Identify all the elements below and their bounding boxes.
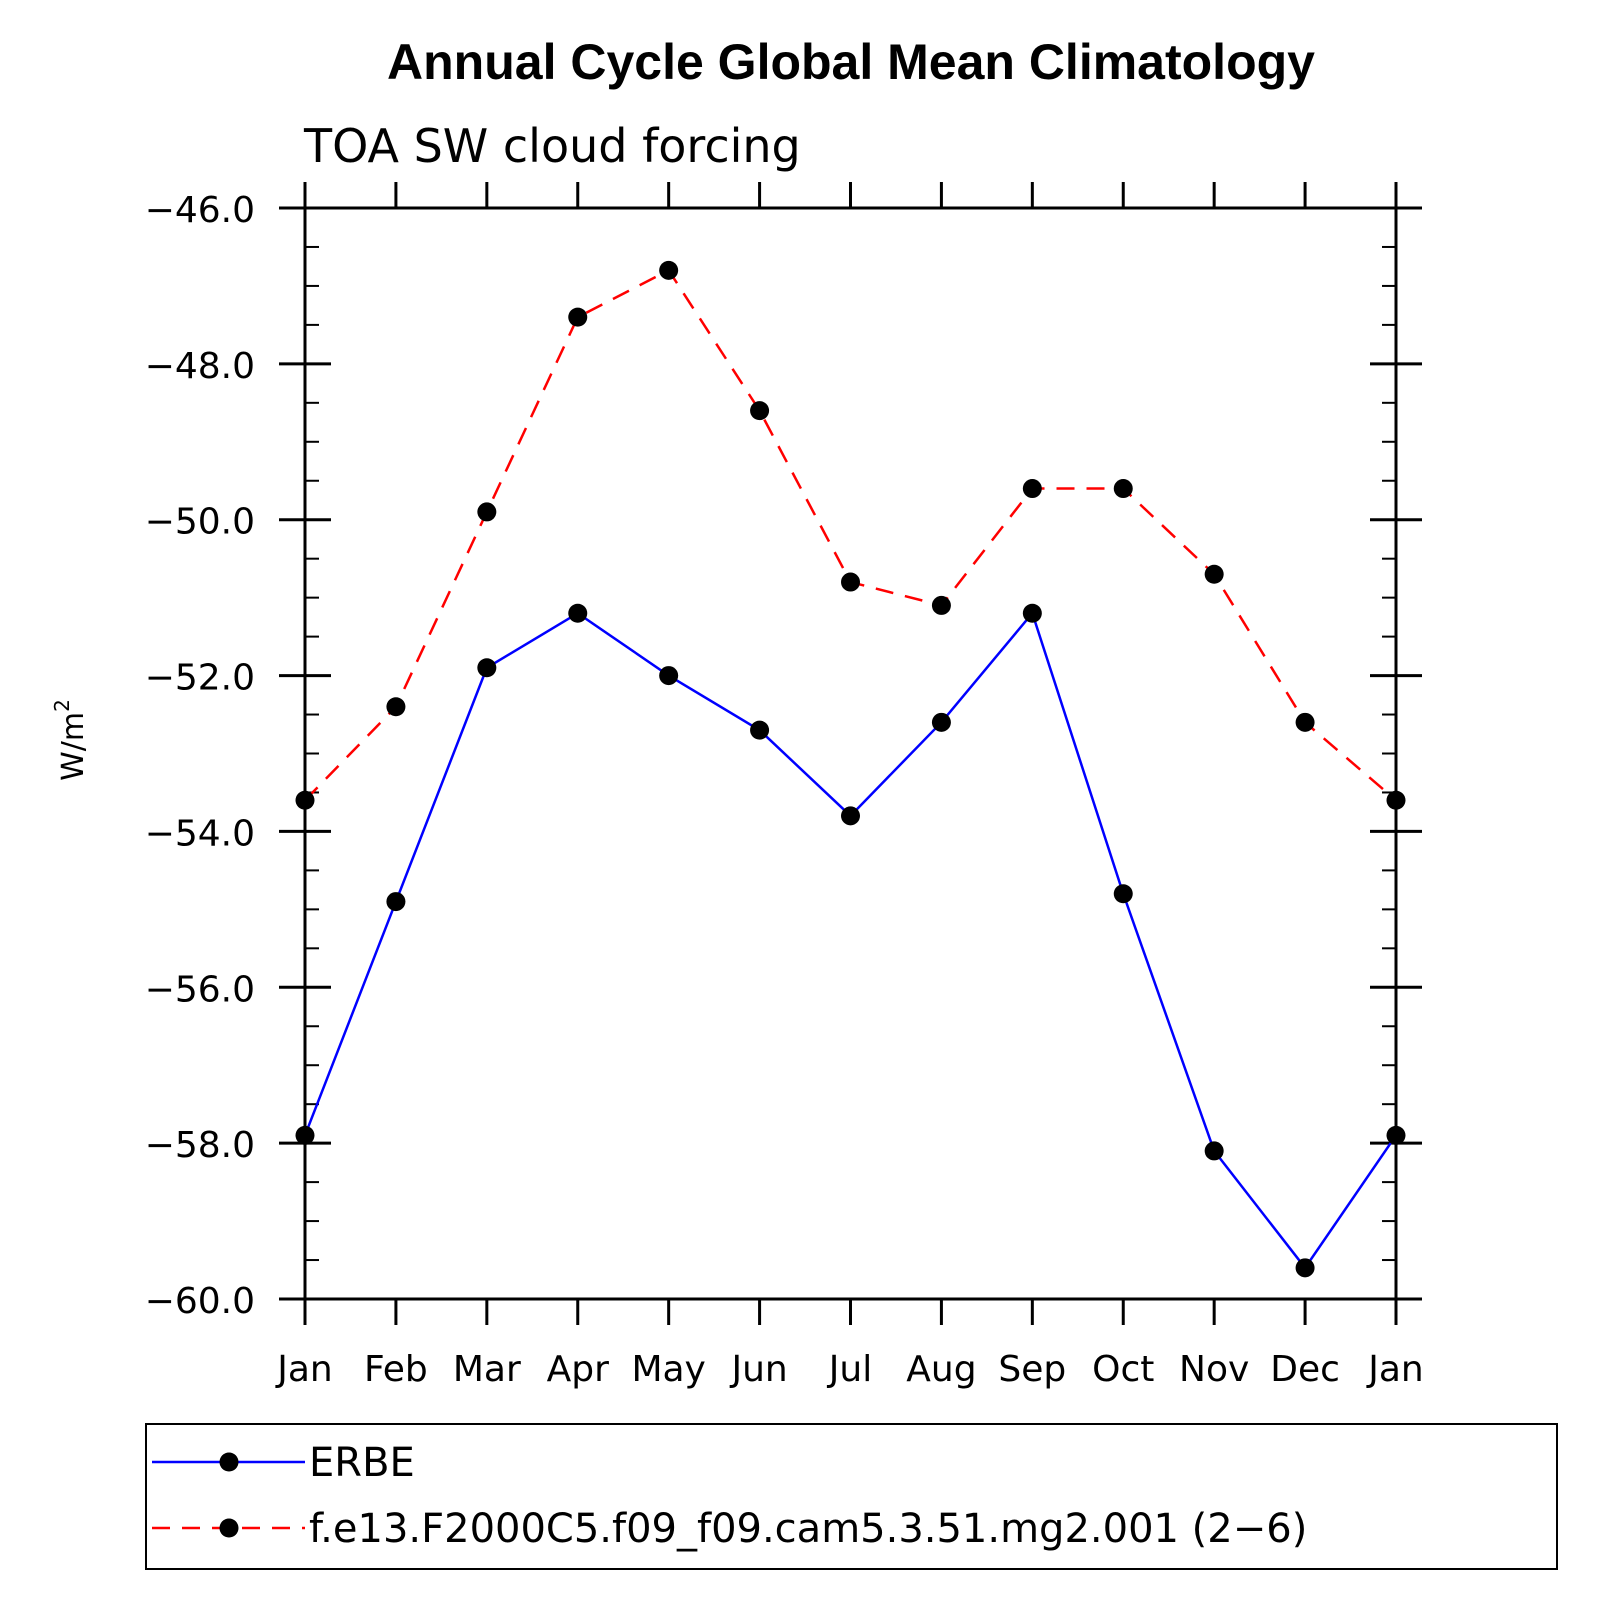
series-line	[304, 268, 1397, 802]
y-tick-label: −50.0	[145, 502, 255, 543]
x-tick-label: Jan	[275, 1349, 333, 1390]
data-point	[1022, 479, 1042, 499]
x-tick-label: Nov	[1179, 1349, 1249, 1390]
data-point	[1022, 603, 1042, 623]
legend-entries: ERBE f.e13.F2000C5.f09_f09.cam5.3.51.mg2.…	[152, 1440, 1307, 1552]
y-tick-label: −48.0	[145, 346, 255, 387]
data-point	[477, 502, 497, 522]
data-point	[1204, 564, 1224, 584]
data-point	[931, 712, 951, 732]
y-tick-label: −46.0	[145, 190, 255, 231]
x-tick-label: Jun	[729, 1349, 787, 1390]
data-point	[1386, 1125, 1406, 1145]
data-point	[386, 697, 406, 717]
x-tick-label: Feb	[364, 1349, 428, 1390]
legend-label: ERBE	[309, 1440, 415, 1486]
legend: ERBE f.e13.F2000C5.f09_f09.cam5.3.51.mg2.…	[145, 1423, 1558, 1570]
data-point	[750, 720, 770, 740]
x-tick-label: Jul	[827, 1349, 872, 1390]
chart-subtitle: TOA SW cloud forcing	[303, 119, 801, 173]
y-tick-label: −60.0	[145, 1281, 255, 1322]
data-point	[568, 307, 588, 327]
data-point	[1295, 1258, 1315, 1278]
data-point	[1386, 790, 1406, 810]
y-tick-label: −54.0	[145, 813, 255, 854]
x-tick-label: Oct	[1092, 1349, 1154, 1390]
y-axis-label-superscript: 2	[50, 699, 74, 712]
legend-box	[145, 1423, 1558, 1570]
y-axis-label-text: W/m	[56, 712, 91, 781]
data-point	[659, 260, 679, 280]
x-tick-label: May	[631, 1349, 705, 1390]
data-point	[841, 806, 860, 826]
data-point	[477, 658, 497, 678]
chart-title: Annual Cycle Global Mean Climatology	[387, 34, 1315, 90]
data-point	[1204, 1141, 1224, 1161]
data-point	[1295, 712, 1315, 732]
data-point	[841, 572, 860, 592]
x-tick-label: Mar	[453, 1349, 521, 1390]
data-point	[1113, 479, 1133, 499]
x-tick-label: Aug	[906, 1349, 976, 1390]
legend-label: f.e13.F2000C5.f09_f09.cam5.3.51.mg2.001 …	[309, 1506, 1307, 1552]
legend-marker	[219, 1518, 239, 1538]
axes-layer: Jan Feb Mar Apr May Jun Jul Aug Sep Oct Nov Dec Jan−…	[145, 182, 1424, 1390]
data-point	[659, 666, 679, 686]
series-layer	[295, 260, 1406, 1278]
data-point	[295, 1125, 315, 1145]
y-axis-label: W/m2	[50, 699, 91, 781]
x-tick-label: Jan	[1366, 1349, 1424, 1390]
y-tick-label: −58.0	[145, 1125, 255, 1166]
x-tick-label: Sep	[998, 1349, 1066, 1390]
y-tick-label: −56.0	[145, 969, 255, 1010]
data-point	[386, 892, 406, 912]
x-tick-label: Dec	[1270, 1349, 1340, 1390]
x-tick-label: Apr	[547, 1349, 609, 1390]
data-point	[750, 401, 770, 421]
data-point	[1113, 884, 1133, 904]
data-point	[568, 603, 588, 623]
data-point	[931, 595, 951, 615]
y-tick-label: −52.0	[145, 658, 255, 699]
legend-marker	[219, 1452, 239, 1472]
series-line	[303, 610, 1398, 1270]
plot-frame	[303, 206, 1398, 1301]
data-point	[295, 790, 315, 810]
